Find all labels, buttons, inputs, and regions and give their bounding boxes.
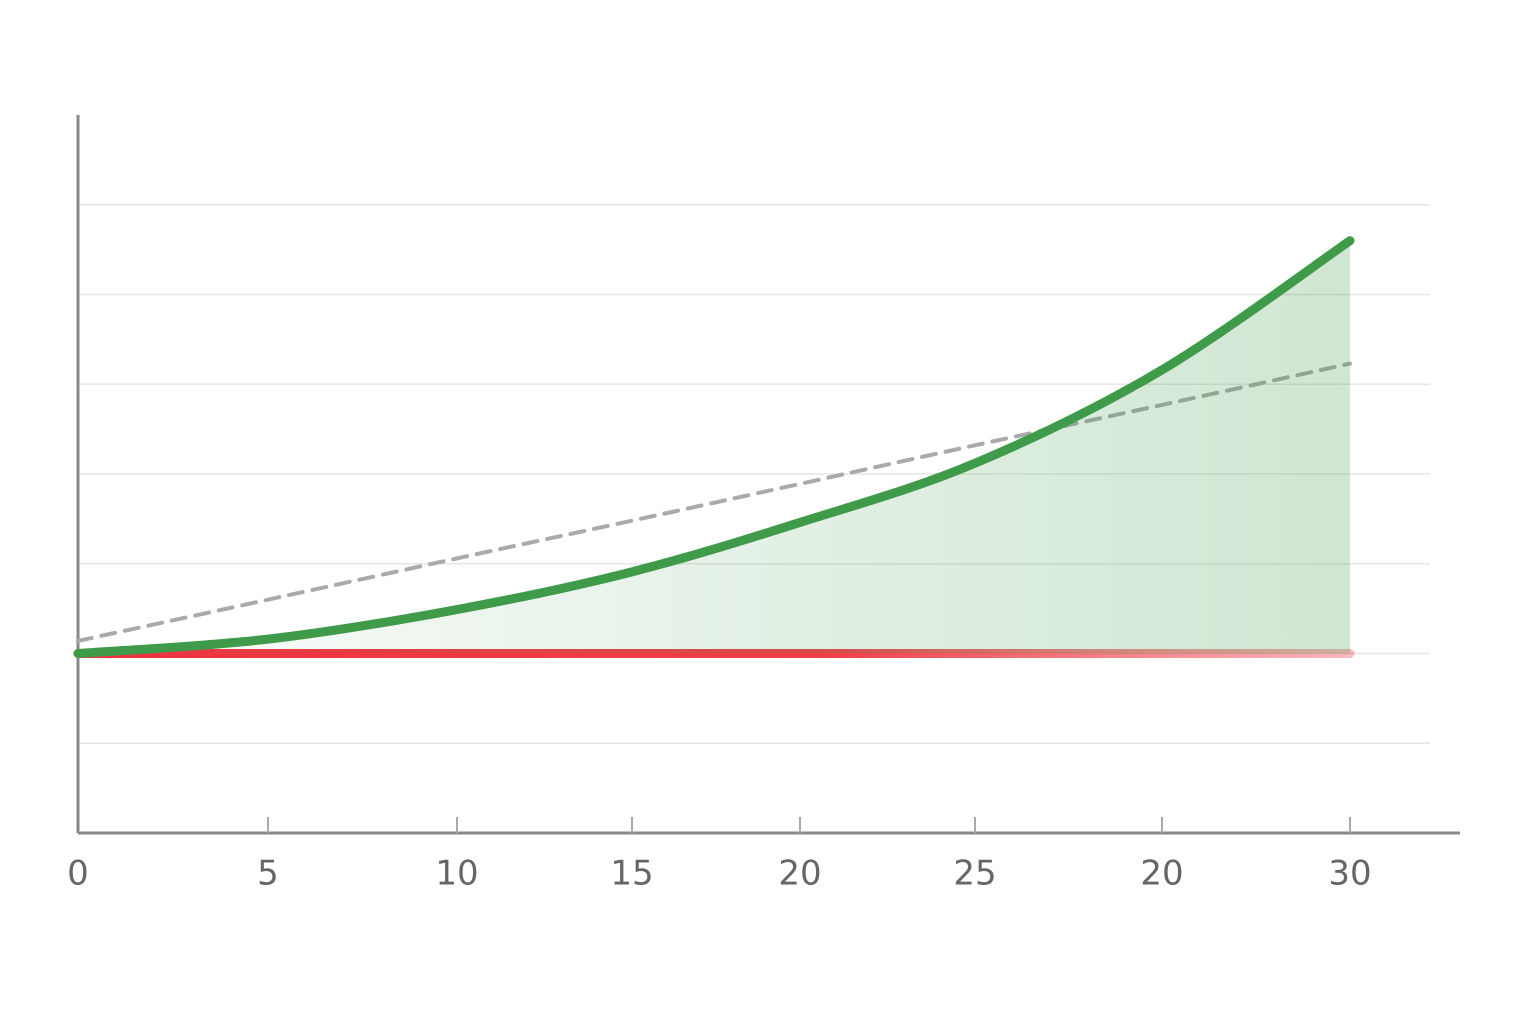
- x-tick-label: 25: [953, 854, 996, 894]
- x-tick-label: 15: [610, 854, 653, 894]
- x-tick-label: 30: [1328, 854, 1371, 894]
- x-tick-label: 5: [257, 854, 279, 894]
- x-tick-label: 10: [435, 854, 478, 894]
- x-tick-label: 0: [67, 854, 89, 894]
- x-tick-label: 20: [778, 854, 821, 894]
- area-fill: [78, 240, 1350, 654]
- x-tick-label: 20: [1140, 854, 1183, 894]
- line: [73, 236, 1355, 658]
